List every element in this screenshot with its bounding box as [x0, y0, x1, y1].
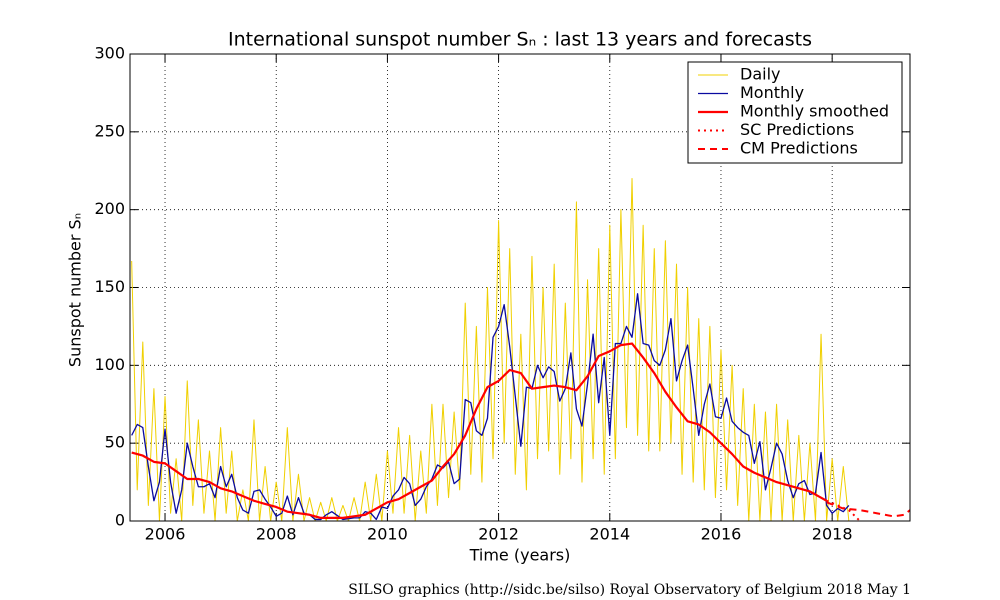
x-tick-label: 2008 [256, 525, 297, 544]
y-tick-label: 200 [94, 199, 125, 218]
x-tick-label: 2010 [367, 525, 408, 544]
legend-label: Monthly smoothed [740, 102, 889, 121]
legend-label: SC Predictions [740, 120, 854, 139]
y-tick-label: 150 [94, 277, 125, 296]
footer: SILSO graphics (http://sidc.be/silso) Ro… [348, 582, 911, 598]
x-axis-label: Time (years) [469, 546, 571, 565]
y-tick-label: 100 [94, 355, 125, 374]
legend-label: CM Predictions [740, 139, 858, 158]
x-tick-label: 2012 [478, 525, 519, 544]
legend-label: Daily [740, 65, 780, 84]
legend-label: Monthly [740, 83, 804, 102]
y-axis-label: Sunspot number Sₙ [66, 213, 85, 367]
y-tick-label: 250 [94, 121, 125, 140]
x-tick-label: 2014 [589, 525, 630, 544]
series-line [131, 342, 828, 519]
series-line [131, 293, 850, 521]
plot-frame [129, 53, 911, 522]
y-tick-label: 0 [115, 511, 125, 530]
x-tick-label: 2006 [145, 525, 186, 544]
y-tick-label: 300 [94, 44, 125, 63]
x-tick-label: 2016 [701, 525, 742, 544]
x-tick-label: 2018 [812, 525, 853, 544]
y-tick-label: 50 [105, 433, 125, 452]
chart-title: International sunspot number Sₙ : last 1… [228, 29, 812, 51]
series-line [826, 501, 910, 518]
series-line [131, 178, 850, 521]
